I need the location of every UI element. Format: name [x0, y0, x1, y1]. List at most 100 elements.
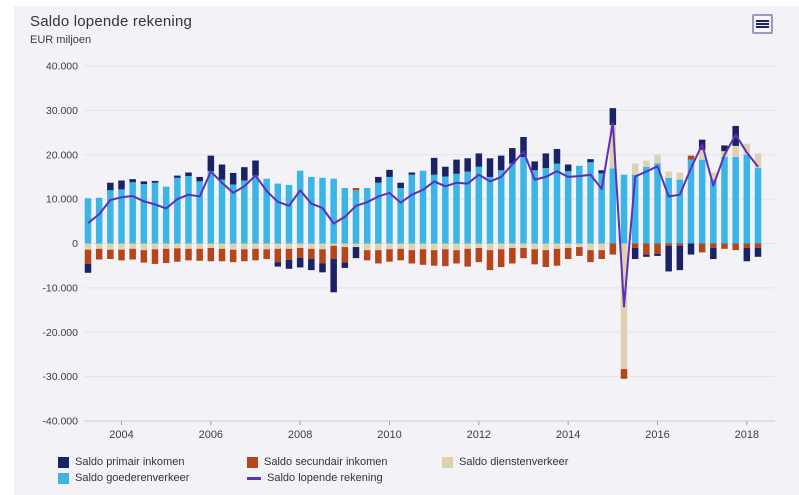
bar-segment-primair[interactable] [397, 182, 404, 189]
bar-segment-diensten[interactable] [430, 243, 438, 251]
bar-segment-secundair[interactable] [475, 247, 483, 263]
bar-segment-primair[interactable] [721, 145, 728, 152]
bar-segment-secundair[interactable] [520, 247, 527, 259]
bar-segment-goederen[interactable] [509, 163, 516, 244]
bar-segment-secundair[interactable] [84, 249, 92, 264]
bar-segment-goederen[interactable] [665, 177, 672, 244]
bar-segment-secundair[interactable] [375, 250, 382, 264]
bar-segment-goederen[interactable] [263, 178, 270, 244]
bar-segment-primair[interactable] [430, 157, 438, 175]
bar-segment-secundair[interactable] [218, 248, 226, 262]
bar-segment-primair[interactable] [308, 259, 315, 271]
bar-segment-diensten[interactable] [107, 243, 114, 250]
bar-segment-goederen[interactable] [319, 177, 326, 244]
bar-segment-secundair[interactable] [542, 250, 550, 268]
bar-segment-diensten[interactable] [442, 243, 449, 250]
bar-segment-diensten[interactable] [631, 163, 639, 175]
bar-segment-secundair[interactable] [308, 248, 315, 260]
legend-item-secundair[interactable]: Saldo secundair inkomen [247, 456, 388, 468]
bar-segment-diensten[interactable] [162, 243, 170, 249]
bar-segment-primair[interactable] [107, 182, 114, 191]
bar-segment-primair[interactable] [330, 259, 337, 293]
bar-segment-secundair[interactable] [162, 248, 170, 264]
bar-segment-diensten[interactable] [531, 243, 538, 250]
bar-segment-diensten[interactable] [598, 243, 605, 251]
bar-segment-secundair[interactable] [743, 243, 751, 248]
bar-segment-goederen[interactable] [352, 190, 360, 244]
bar-segment-secundair[interactable] [631, 243, 639, 248]
bar-segment-secundair[interactable] [408, 250, 416, 264]
bar-segment-goederen[interactable] [140, 184, 148, 244]
bar-segment-secundair[interactable] [118, 249, 125, 261]
bar-segment-secundair[interactable] [754, 243, 762, 248]
bar-segment-goederen[interactable] [330, 178, 337, 244]
bar-segment-secundair[interactable] [531, 249, 538, 265]
bar-segment-primair[interactable] [553, 148, 561, 164]
bar-segment-diensten[interactable] [375, 243, 382, 251]
legend-item-diensten[interactable]: Saldo dienstenverkeer [442, 456, 568, 468]
bar-segment-diensten[interactable] [609, 125, 617, 169]
bar-segment-goederen[interactable] [285, 184, 293, 244]
bar-segment-secundair[interactable] [464, 248, 471, 267]
bar-segment-secundair[interactable] [397, 248, 404, 261]
bar-segment-primair[interactable] [341, 262, 349, 268]
bar-segment-goederen[interactable] [207, 171, 215, 244]
bar-segment-secundair[interactable] [676, 243, 684, 246]
bar-segment-primair[interactable] [285, 259, 293, 269]
bar-segment-secundair[interactable] [207, 247, 215, 262]
bar-segment-diensten[interactable] [296, 243, 304, 248]
bar-segment-primair[interactable] [196, 176, 203, 182]
legend-item-goederen[interactable]: Saldo goederenverkeer [58, 472, 189, 484]
bar-segment-goederen[interactable] [129, 182, 136, 244]
bar-segment-diensten[interactable] [363, 243, 371, 251]
bar-segment-secundair[interactable] [363, 250, 371, 261]
bar-segment-primair[interactable] [252, 160, 259, 176]
bar-segment-primair[interactable] [687, 243, 695, 255]
bar-segment-secundair[interactable] [174, 248, 181, 262]
bar-segment-diensten[interactable] [174, 243, 181, 249]
bar-segment-primair[interactable] [375, 176, 382, 183]
bar-segment-secundair[interactable] [196, 248, 203, 261]
bar-segment-secundair[interactable] [419, 249, 427, 265]
bar-segment-goederen[interactable] [743, 154, 751, 244]
bar-segment-goederen[interactable] [564, 171, 572, 244]
bar-segment-secundair[interactable] [620, 369, 628, 379]
bar-segment-goederen[interactable] [721, 156, 728, 244]
bar-segment-secundair[interactable] [687, 155, 695, 160]
bar-segment-diensten[interactable] [229, 243, 237, 250]
bar-segment-diensten[interactable] [576, 243, 583, 248]
bar-segment-goederen[interactable] [218, 179, 226, 244]
bar-segment-goederen[interactable] [542, 168, 550, 244]
bar-segment-goederen[interactable] [464, 171, 471, 244]
bar-segment-primair[interactable] [509, 148, 516, 164]
bar-segment-secundair[interactable] [140, 250, 148, 263]
bar-segment-diensten[interactable] [341, 243, 349, 248]
bar-segment-secundair[interactable] [341, 247, 349, 263]
bar-segment-diensten[interactable] [140, 243, 148, 251]
bar-segment-secundair[interactable] [151, 249, 159, 264]
bar-segment-goederen[interactable] [174, 177, 181, 244]
bar-segment-diensten[interactable] [464, 243, 471, 249]
bar-segment-goederen[interactable] [698, 159, 706, 244]
bar-segment-secundair[interactable] [185, 248, 192, 261]
bar-segment-diensten[interactable] [419, 243, 427, 250]
bar-segment-diensten[interactable] [643, 160, 650, 167]
bar-segment-diensten[interactable] [319, 243, 326, 250]
bar-segment-primair[interactable] [84, 263, 92, 273]
bar-segment-secundair[interactable] [263, 249, 270, 260]
bar-segment-diensten[interactable] [308, 243, 315, 249]
bar-segment-primair[interactable] [475, 153, 483, 167]
bar-segment-primair[interactable] [319, 263, 326, 273]
bar-segment-diensten[interactable] [386, 243, 393, 250]
bar-segment-diensten[interactable] [95, 243, 103, 249]
bar-segment-diensten[interactable] [587, 243, 594, 251]
bar-segment-secundair[interactable] [229, 249, 237, 263]
bar-segment-goederen[interactable] [631, 174, 639, 244]
bar-segment-secundair[interactable] [352, 188, 360, 191]
bar-segment-secundair[interactable] [654, 243, 661, 254]
bar-segment-secundair[interactable] [386, 249, 393, 262]
bar-segment-goederen[interactable] [620, 174, 628, 244]
bar-segment-primair[interactable] [241, 167, 248, 181]
bar-segment-goederen[interactable] [363, 188, 371, 244]
bar-segment-secundair[interactable] [576, 247, 583, 256]
